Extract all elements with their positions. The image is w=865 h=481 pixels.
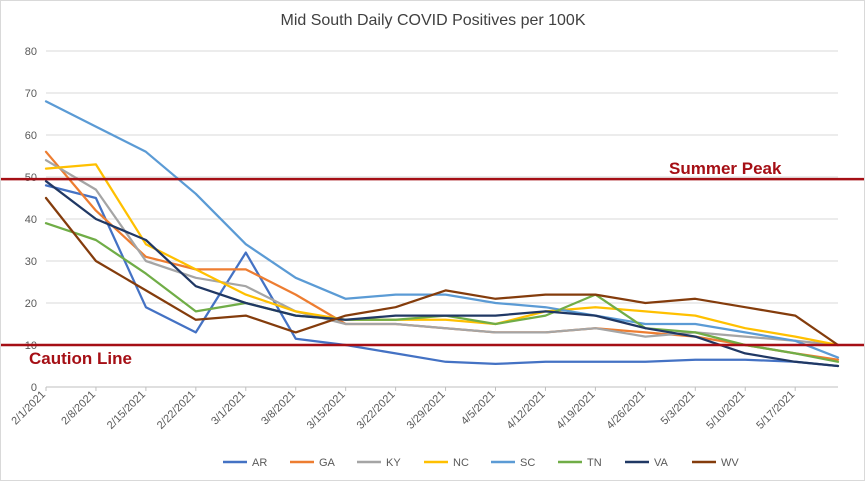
caution-line-label: Caution Line: [29, 349, 132, 368]
x-tick-label: 4/19/2021: [554, 389, 597, 432]
y-tick-label: 20: [25, 298, 37, 310]
series-layer: [44, 100, 840, 368]
x-tick-label: 5/17/2021: [754, 389, 797, 432]
x-tick-label: 4/26/2021: [604, 389, 647, 432]
x-tick-label: 5/3/2021: [659, 389, 698, 428]
y-tick-label: 40: [25, 214, 37, 226]
y-tick-label: 60: [25, 130, 37, 142]
legend-label-ga: GA: [319, 457, 336, 469]
grid-layer: [46, 50, 838, 388]
y-tick-label: 70: [25, 88, 37, 100]
x-tick-label: 3/29/2021: [405, 389, 448, 432]
x-tick-label: 2/8/2021: [59, 389, 98, 428]
series-line-nc: [44, 163, 840, 347]
y-tick-label: 80: [25, 46, 37, 58]
x-tick-label: 3/22/2021: [355, 389, 398, 432]
legend-label-ar: AR: [252, 457, 267, 469]
legend-label-sc: SC: [520, 457, 535, 469]
summer-peak-label: Summer Peak: [669, 159, 782, 178]
legend-label-wv: WV: [721, 457, 739, 469]
x-tick-label: 4/12/2021: [504, 389, 547, 432]
x-tick-label: 4/5/2021: [459, 389, 498, 428]
x-tick-label: 3/1/2021: [209, 389, 248, 428]
series-line-va: [44, 180, 840, 368]
reference-lines: Summer Peak Caution Line: [1, 159, 864, 368]
x-tick-label: 3/8/2021: [259, 389, 298, 428]
x-tick-label: 3/15/2021: [305, 389, 348, 432]
legend-label-tn: TN: [587, 457, 602, 469]
legend-label-va: VA: [654, 457, 669, 469]
x-tick-label: 2/15/2021: [105, 389, 148, 432]
legend-label-nc: NC: [453, 457, 469, 469]
x-axis: 2/1/2021 2/8/2021 2/15/2021 2/22/2021 3/1/20…: [9, 386, 838, 432]
x-tick-label: 2/22/2021: [155, 389, 198, 432]
y-axis: 01020304050607080: [25, 46, 37, 394]
y-tick-label: 0: [31, 382, 37, 394]
x-tick-label: 2/1/2021: [9, 389, 48, 428]
x-tick-label: 5/10/2021: [704, 389, 747, 432]
series-line-ar: [44, 184, 840, 368]
legend: AR GA KY NC SC TN VA WV: [223, 457, 739, 469]
chart-title: Mid South Daily COVID Positives per 100K: [280, 12, 585, 29]
y-tick-label: 30: [25, 256, 37, 268]
legend-label-ky: KY: [386, 457, 401, 469]
series-line-wv: [44, 196, 840, 347]
